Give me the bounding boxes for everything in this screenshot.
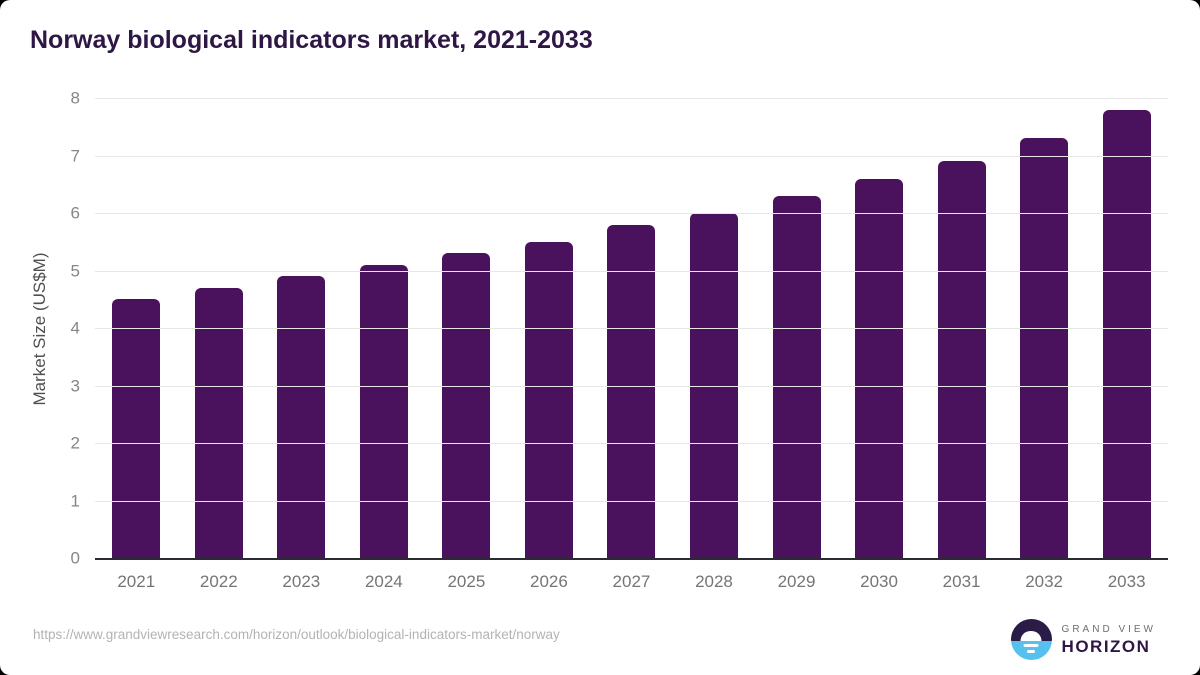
gridline (95, 98, 1168, 99)
gridline (95, 500, 1168, 502)
bar-slot: 2023 (260, 98, 343, 591)
x-tick-label: 2023 (282, 572, 321, 591)
plot-area: 2021 2022 2023 2024 2025 2026 2027 2028 2029 2030… (71, 90, 1168, 591)
chart-title: Norway biological indicators market, 202… (30, 26, 593, 54)
x-tick-label: 2032 (1025, 572, 1064, 591)
x-tick-label: 2025 (447, 572, 486, 591)
bar-2023 (277, 276, 326, 558)
x-tick-label: 2028 (695, 572, 733, 591)
y-tick-label: 3 (70, 376, 80, 395)
y-tick-label: 8 (70, 88, 80, 108)
y-tick-label: 7 (70, 146, 80, 165)
gridline (95, 155, 1168, 157)
grand-view-horizon-logo-icon (1010, 619, 1052, 660)
bar-slot: 2033 (1085, 98, 1168, 591)
y-tick-label: 6 (70, 203, 80, 223)
bar-slot: 2022 (178, 98, 261, 591)
bar-2021 (112, 299, 161, 558)
bar-slot: 2029 (755, 98, 838, 591)
bar-2022 (194, 287, 243, 558)
x-tick-label: 2021 (117, 572, 156, 591)
x-tick-label: 2033 (1107, 572, 1146, 591)
bar-2029 (772, 195, 821, 558)
bar-2026 (524, 241, 573, 558)
bar-2032 (1020, 138, 1069, 558)
bar-2024 (359, 264, 408, 558)
x-tick-label: 2027 (612, 572, 651, 591)
x-tick-label: 2031 (942, 572, 981, 591)
bar-slot: 2025 (425, 98, 508, 591)
sun-reflection-line (1023, 644, 1039, 648)
bar-2033 (1102, 109, 1151, 558)
sunrise-icon (1020, 631, 1042, 642)
x-tick-label: 2026 (530, 572, 568, 591)
source-url: https://www.grandviewresearch.com/horizo… (33, 627, 560, 642)
y-tick-label: 5 (70, 261, 80, 280)
brand-name-top: GRAND VIEW (1061, 623, 1156, 635)
y-tick-label: 0 (70, 548, 80, 568)
y-tick-label: 1 (70, 491, 80, 510)
bars-container: 2021 2022 2023 2024 2025 2026 2027 2028 2029 2030… (95, 98, 1168, 591)
x-tick-label: 2030 (860, 572, 898, 591)
x-tick-label: 2024 (364, 572, 403, 591)
gridline (95, 270, 1168, 272)
y-tick-label: 4 (70, 318, 80, 338)
x-tick-label: 2022 (199, 572, 238, 591)
brand-logo: GRAND VIEW HORIZON (1010, 619, 1156, 660)
bar-slot: 2030 (838, 98, 921, 591)
bar-2030 (855, 178, 904, 558)
gridline (95, 443, 1168, 444)
bar-slot: 2027 (590, 98, 673, 591)
gridline (95, 385, 1168, 387)
gridline (95, 213, 1168, 214)
x-tick-label: 2029 (777, 572, 816, 591)
bar-slot: 2021 (95, 98, 178, 591)
sun-reflection-line (1027, 650, 1036, 654)
y-tick-label: 2 (70, 433, 80, 453)
bar-slot: 2026 (508, 98, 591, 591)
bar-2025 (442, 253, 491, 558)
bar-2031 (937, 161, 986, 558)
brand-logo-text: GRAND VIEW HORIZON (1061, 623, 1156, 656)
bar-slot: 2032 (1003, 98, 1086, 591)
bar-slot: 2031 (920, 98, 1003, 591)
bar-2027 (607, 224, 656, 558)
brand-name-bottom: HORIZON (1061, 636, 1151, 656)
gridline (95, 328, 1168, 329)
bar-slot: 2024 (343, 98, 426, 591)
